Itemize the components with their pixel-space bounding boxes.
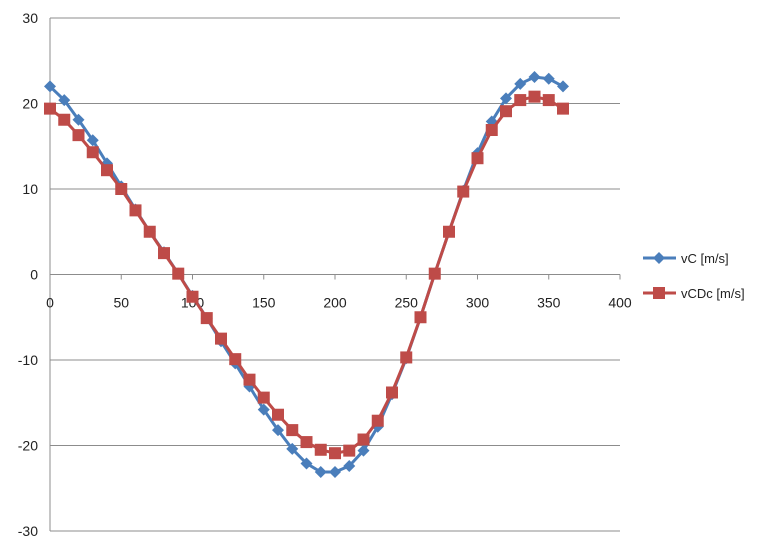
data-point [272,408,284,421]
data-point [371,414,384,427]
data-point [243,373,256,386]
data-point [428,267,441,280]
y-tick-label: -30 [18,523,38,539]
data-point [485,124,498,137]
x-tick-label: 0 [46,295,54,311]
legend-label: vC [m/s] [681,251,729,266]
data-point [514,94,527,107]
data-point [528,90,541,103]
data-point [101,164,113,177]
data-point [215,332,227,345]
data-point [129,204,142,217]
data-point [229,353,242,366]
legend-item-1: vC [m/s] [643,251,729,266]
x-tick-label: 200 [323,295,347,311]
data-point [143,225,156,238]
data-point [300,436,313,449]
y-tick-label: 10 [22,181,38,197]
data-point [58,94,71,107]
data-point [86,146,99,159]
data-point [286,442,299,455]
data-point [286,424,299,437]
legend: vC [m/s] vCDc [m/s] [643,251,745,301]
data-point [314,443,327,456]
x-tick-label: 400 [608,295,632,311]
data-point [514,77,527,90]
gridlines [50,17,620,532]
data-point [186,290,199,303]
data-point [172,267,185,280]
series-layer [44,70,569,479]
data-point [72,129,85,142]
y-tick-labels: -30 -20 -10 0 10 20 30 [18,10,38,539]
data-point [44,80,56,93]
data-point [357,444,370,457]
data-point [158,247,170,260]
data-point [257,403,270,416]
data-point [272,424,284,437]
data-point [557,80,569,93]
data-point [542,72,555,85]
legend-label: vCDc [m/s] [681,286,745,301]
data-point [300,457,313,470]
data-point [457,185,470,198]
data-point [343,444,356,457]
data-point [343,460,356,473]
y-tick-label: 0 [30,267,38,283]
data-point [443,225,455,238]
data-point [542,94,555,107]
data-point [329,447,341,460]
y-tick-label: 30 [22,10,38,26]
data-point [653,287,665,299]
y-tick-label: -10 [18,352,38,368]
x-tick-label: 250 [395,295,419,311]
data-point [200,312,213,325]
data-point [115,183,128,195]
data-point [357,433,370,446]
x-tick-label: 50 [113,295,129,311]
data-point [400,351,413,364]
data-point [528,70,541,83]
data-point [653,252,665,264]
y-tick-label: 20 [22,96,38,112]
data-point [471,152,484,165]
data-point [44,102,56,115]
data-point [386,386,398,399]
data-point [257,391,270,404]
data-point [557,102,569,115]
data-point [329,466,341,479]
x-tick-label: 150 [252,295,276,311]
legend-item-2: vCDc [m/s] [643,286,745,301]
data-point [72,113,85,126]
x-tick-label: 350 [537,295,561,311]
y-tick-label: -20 [18,438,38,454]
data-point [414,311,427,324]
data-point [314,466,327,479]
data-point [58,113,71,126]
data-point [86,134,99,147]
x-tick-labels: 050100150200250300350400 [46,295,632,311]
x-tick-label: 300 [466,295,490,311]
data-point [500,105,512,118]
data-point [500,92,512,105]
series-2 [44,90,569,460]
